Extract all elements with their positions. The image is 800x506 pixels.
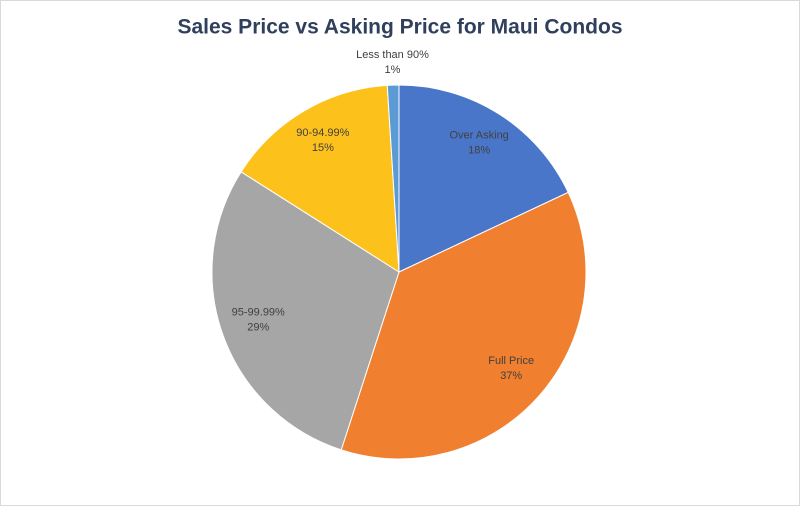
label-category: 95-99.99% xyxy=(232,307,285,319)
pie-slice xyxy=(211,171,400,451)
label-value: 29% xyxy=(247,322,269,334)
data-label: Full Price 37% xyxy=(488,355,534,382)
data-label: Over Asking 18% xyxy=(450,130,509,157)
label-category: Over Asking xyxy=(450,130,509,142)
label-category: Full Price xyxy=(488,355,534,367)
data-label: Less than 90% 1% xyxy=(356,49,429,76)
labels: Over Asking 18%Full Price 37%95-99.99% 29%9… xyxy=(232,49,535,382)
label-category: 90-94.99% xyxy=(296,127,349,139)
label-category: Less than 90% xyxy=(356,49,429,61)
label-value: 15% xyxy=(312,142,334,154)
label-value: 37% xyxy=(500,370,522,382)
pie-slice xyxy=(386,84,400,273)
chart-title: Sales Price vs Asking Price for Maui Con… xyxy=(177,16,622,39)
pie-slice xyxy=(240,84,400,273)
label-value: 1% xyxy=(385,64,401,76)
data-label: 95-99.99% 29% xyxy=(232,307,285,334)
pie-slice xyxy=(340,191,587,460)
pie xyxy=(211,84,587,460)
pie-slice xyxy=(398,84,569,273)
label-value: 18% xyxy=(468,145,490,157)
data-label: 90-94.99% 15% xyxy=(296,127,349,154)
